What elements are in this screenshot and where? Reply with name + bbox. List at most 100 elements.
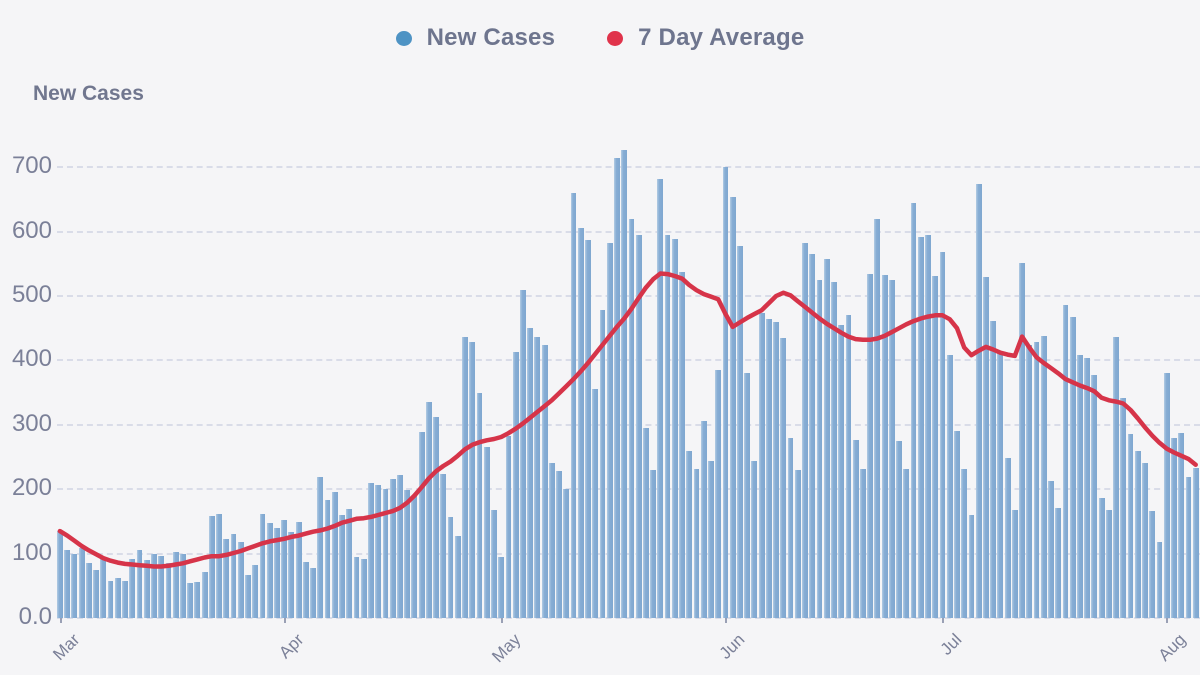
bar[interactable] xyxy=(917,237,924,618)
bar[interactable] xyxy=(519,290,526,618)
bar[interactable] xyxy=(715,370,722,618)
bar[interactable] xyxy=(368,483,374,618)
bar[interactable] xyxy=(1040,335,1047,618)
bar[interactable] xyxy=(151,553,157,618)
bar[interactable] xyxy=(78,548,85,618)
bar[interactable] xyxy=(939,251,946,618)
bar[interactable] xyxy=(570,192,577,618)
bar[interactable] xyxy=(664,235,671,618)
bar[interactable] xyxy=(491,510,497,618)
bar[interactable] xyxy=(563,489,570,618)
bar[interactable] xyxy=(758,313,765,618)
bar[interactable] xyxy=(331,491,338,618)
bar[interactable] xyxy=(1004,458,1011,618)
bar[interactable] xyxy=(230,533,237,618)
bar[interactable] xyxy=(397,475,403,618)
bar[interactable] xyxy=(483,447,490,618)
bar[interactable] xyxy=(339,514,345,618)
bar[interactable] xyxy=(425,401,432,618)
bar[interactable] xyxy=(462,336,468,618)
bar[interactable] xyxy=(845,315,852,618)
bar[interactable] xyxy=(961,469,968,618)
bar[interactable] xyxy=(1062,305,1069,618)
bar[interactable] xyxy=(187,582,194,618)
bar[interactable] xyxy=(888,279,895,618)
bar[interactable] xyxy=(411,495,418,618)
bar[interactable] xyxy=(773,321,779,618)
bar[interactable] xyxy=(389,478,396,618)
bar[interactable] xyxy=(997,352,1004,618)
bar[interactable] xyxy=(534,336,541,618)
bar[interactable] xyxy=(968,514,975,618)
bar[interactable] xyxy=(852,440,859,618)
bar[interactable] xyxy=(1055,507,1062,618)
bar[interactable] xyxy=(71,553,78,618)
bar[interactable] xyxy=(628,219,635,618)
bar[interactable] xyxy=(85,563,92,618)
legend-item-new-cases[interactable]: New Cases xyxy=(395,24,556,52)
bar[interactable] xyxy=(1091,375,1098,618)
bar[interactable] xyxy=(693,469,700,618)
bar[interactable] xyxy=(592,388,599,618)
bar[interactable] xyxy=(700,420,707,618)
bar[interactable] xyxy=(1113,336,1120,618)
bar[interactable] xyxy=(787,438,794,618)
bar[interactable] xyxy=(1120,397,1127,618)
bar[interactable] xyxy=(903,468,910,618)
bar[interactable] xyxy=(433,417,439,618)
bar[interactable] xyxy=(179,553,186,618)
bar[interactable] xyxy=(599,310,606,618)
bar[interactable] xyxy=(809,254,816,618)
bar[interactable] xyxy=(1069,316,1076,618)
bar[interactable] xyxy=(794,469,801,618)
bar[interactable] xyxy=(686,450,693,618)
bar[interactable] xyxy=(1011,510,1018,618)
bar[interactable] xyxy=(194,581,201,618)
bar[interactable] xyxy=(172,551,179,618)
bar[interactable] xyxy=(158,555,165,618)
bar[interactable] xyxy=(418,431,425,618)
bar[interactable] xyxy=(136,550,143,618)
bar[interactable] xyxy=(476,392,483,618)
bar[interactable] xyxy=(1142,463,1148,618)
bar[interactable] xyxy=(1048,481,1054,618)
bar[interactable] xyxy=(404,490,411,618)
bar[interactable] xyxy=(447,516,454,618)
bar[interactable] xyxy=(642,428,649,618)
bar[interactable] xyxy=(1185,476,1192,618)
bar[interactable] xyxy=(107,580,114,618)
bar[interactable] xyxy=(657,179,664,618)
bar[interactable] xyxy=(896,440,902,618)
bar[interactable] xyxy=(954,431,960,618)
bar[interactable] xyxy=(1178,433,1185,618)
bar[interactable] xyxy=(1156,542,1163,618)
legend-item-7-day-average[interactable]: 7 Day Average xyxy=(607,24,804,52)
bar[interactable] xyxy=(614,158,620,618)
bar[interactable] xyxy=(1077,354,1083,618)
bar[interactable] xyxy=(527,328,534,618)
bar[interactable] xyxy=(201,571,208,618)
bar[interactable] xyxy=(237,542,244,618)
bar[interactable] xyxy=(816,279,823,618)
bar[interactable] xyxy=(288,531,295,618)
bar[interactable] xyxy=(1149,511,1156,618)
bar[interactable] xyxy=(360,558,367,618)
bar[interactable] xyxy=(324,500,331,618)
bar[interactable] xyxy=(910,202,917,618)
bar[interactable] xyxy=(295,522,302,618)
bar[interactable] xyxy=(252,565,259,618)
bar[interactable] xyxy=(1084,357,1091,618)
bar[interactable] xyxy=(1127,434,1134,618)
bar[interactable] xyxy=(541,344,548,618)
bar[interactable] xyxy=(317,476,324,618)
bar[interactable] xyxy=(310,568,317,618)
bar[interactable] xyxy=(722,167,729,618)
bar[interactable] xyxy=(245,575,251,618)
bar[interactable] xyxy=(1171,438,1177,618)
bar[interactable] xyxy=(975,183,982,618)
bar[interactable] xyxy=(932,276,939,618)
bar[interactable] xyxy=(802,242,808,618)
bar[interactable] xyxy=(266,523,273,618)
bar[interactable] xyxy=(1192,467,1199,618)
bar[interactable] xyxy=(1134,450,1141,618)
